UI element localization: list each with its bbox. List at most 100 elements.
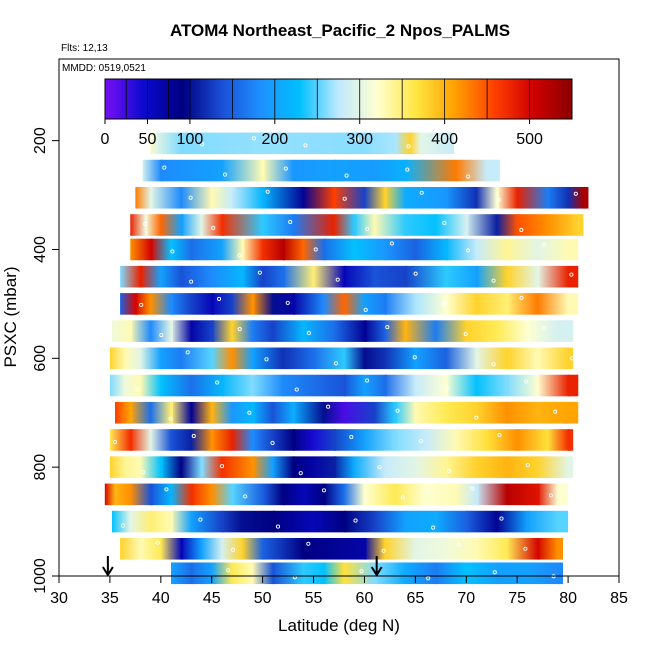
sample-point xyxy=(306,331,311,336)
sample-point xyxy=(441,301,446,306)
sample-point xyxy=(215,380,220,385)
heatmap-row xyxy=(111,510,569,533)
sample-point xyxy=(159,333,164,338)
x-axis: 30 35 40 45 50 55 60 65 70 75 80 85 xyxy=(50,576,628,607)
heatmap-stripe xyxy=(384,374,387,397)
sample-point xyxy=(413,271,418,276)
sample-point xyxy=(444,385,449,390)
sample-point xyxy=(363,307,368,312)
sample-point xyxy=(569,272,574,277)
x-tick-label: 35 xyxy=(101,590,119,607)
heatmap-stripe xyxy=(568,238,571,261)
heatmap-stripe xyxy=(232,562,235,585)
heatmap-stripe xyxy=(445,401,448,424)
sample-point xyxy=(466,248,471,253)
heatmap-stripe xyxy=(537,483,540,506)
sample-point xyxy=(418,438,423,443)
heatmap-stripe xyxy=(140,537,143,560)
sample-point xyxy=(198,517,203,522)
heatmap-stripe xyxy=(252,456,255,478)
colorbar-gradient xyxy=(104,78,573,120)
heatmap-stripe xyxy=(557,562,560,585)
heatmap-stripe xyxy=(496,562,499,585)
sample-point xyxy=(463,332,468,337)
sample-point xyxy=(185,350,190,355)
heatmap-stripe xyxy=(293,214,296,236)
sample-point xyxy=(139,302,144,307)
heatmap-stripe xyxy=(221,214,224,236)
heatmap-row xyxy=(109,429,574,451)
heatmap-stripe xyxy=(150,238,153,261)
heatmap-stripe xyxy=(201,456,204,478)
heatmap-stripe xyxy=(537,265,540,288)
heatmap-stripe xyxy=(150,186,153,209)
heatmap-stripe xyxy=(583,186,586,209)
x-tick-label: 50 xyxy=(254,590,272,607)
sample-point xyxy=(237,253,242,258)
colorbar-tick-label: 400 xyxy=(431,131,458,148)
heatmap-stripe xyxy=(445,293,448,315)
heatmap-stripe xyxy=(568,374,571,397)
heatmap-stripe xyxy=(323,238,326,261)
sample-point xyxy=(303,143,308,148)
sample-point xyxy=(283,166,288,171)
heatmap-row xyxy=(109,374,579,397)
heatmap-stripe xyxy=(181,265,184,288)
sample-point xyxy=(412,355,417,360)
sample-point xyxy=(326,404,331,409)
heatmap-stripe xyxy=(303,320,306,342)
heatmap-stripe xyxy=(395,429,397,451)
sample-point xyxy=(419,190,424,195)
sample-point xyxy=(496,197,501,202)
sample-point xyxy=(313,247,318,252)
sample-point xyxy=(456,542,461,547)
heatmap-row xyxy=(104,483,569,506)
sample-point xyxy=(431,525,436,530)
heatmap-row xyxy=(130,214,584,236)
heatmap-stripe xyxy=(344,293,347,315)
sample-point xyxy=(364,378,370,383)
sample-point xyxy=(389,241,394,246)
heatmap-stripe xyxy=(181,214,184,236)
sample-point xyxy=(264,357,269,362)
heatmap-stripe xyxy=(171,429,173,451)
heatmap-stripe xyxy=(405,214,408,236)
sample-point xyxy=(288,219,293,225)
heatmap-stripe xyxy=(537,537,540,560)
colorbar-tick-label: 50 xyxy=(139,131,157,148)
colorbar-tick-label: 200 xyxy=(261,131,288,148)
heatmap-stripe xyxy=(486,159,489,182)
sample-point xyxy=(442,220,447,226)
sample-point xyxy=(426,576,431,581)
heatmap-stripe xyxy=(517,214,520,236)
sample-point xyxy=(226,568,231,573)
heatmap-stripe xyxy=(568,401,571,424)
heatmap-stripe xyxy=(211,429,214,451)
heatmap-stripe xyxy=(252,347,255,370)
colorbar-tick-label: 500 xyxy=(516,131,543,148)
heatmap-stripe xyxy=(283,483,285,506)
heatmap-stripe xyxy=(191,562,194,585)
heatmap-stripe xyxy=(232,483,235,506)
heatmap-stripe xyxy=(211,186,214,209)
heatmap-row xyxy=(142,159,500,182)
colorbar-tick-label: 300 xyxy=(346,131,373,148)
sample-point xyxy=(321,488,326,493)
sample-point xyxy=(294,387,299,392)
heatmap-stripe xyxy=(527,320,530,342)
heatmap-stripe xyxy=(262,186,265,209)
arrow-head xyxy=(370,566,383,577)
sample-point xyxy=(141,470,146,475)
sample-point xyxy=(400,495,405,500)
sample-point xyxy=(525,463,530,468)
sample-point xyxy=(519,295,524,300)
heatmap-stripe xyxy=(507,456,509,478)
sample-point xyxy=(335,277,340,282)
colorbar: 0 50 100 200 300 400 500 xyxy=(101,78,573,148)
x-tick-label: 55 xyxy=(305,590,323,607)
flights-annotation: Flts: 12,13 xyxy=(61,43,108,54)
y-axis: 200 400 600 800 1000 xyxy=(32,127,59,594)
sample-point xyxy=(211,225,216,231)
heatmap-stripe xyxy=(568,429,571,451)
sample-point xyxy=(243,494,248,499)
